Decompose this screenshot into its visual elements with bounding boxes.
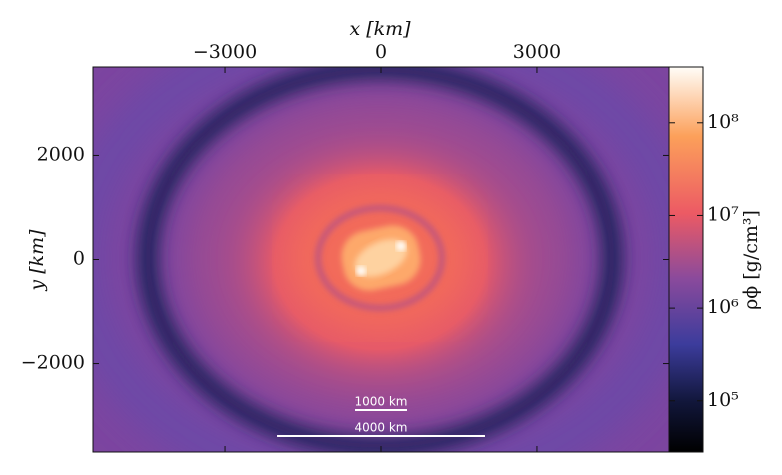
colorbar-tick-label: 10⁶	[707, 296, 739, 318]
density-map	[93, 67, 669, 452]
x-tick-label: 3000	[513, 41, 561, 63]
colorbar-tick-label: 10⁸	[707, 111, 739, 133]
scale-bar-label: 4000 km	[355, 421, 408, 435]
colorbar-tick-label: 10⁵	[707, 389, 739, 411]
colorbar	[668, 66, 704, 453]
colorbar-tick-label: 10⁷	[707, 203, 739, 225]
x-tick-label: 0	[375, 41, 387, 63]
y-tick-label: 0	[73, 248, 85, 270]
x-axis-label: x [km]	[349, 18, 411, 40]
x-tick-label: −3000	[193, 41, 257, 63]
y-tick-label: −2000	[21, 352, 85, 374]
y-axis-label: y [km]	[26, 229, 48, 292]
scale-bar-label: 1000 km	[355, 395, 408, 409]
y-tick-label: 2000	[37, 143, 85, 165]
colorbar-label: ρϕ [g/cm³]	[740, 210, 762, 310]
